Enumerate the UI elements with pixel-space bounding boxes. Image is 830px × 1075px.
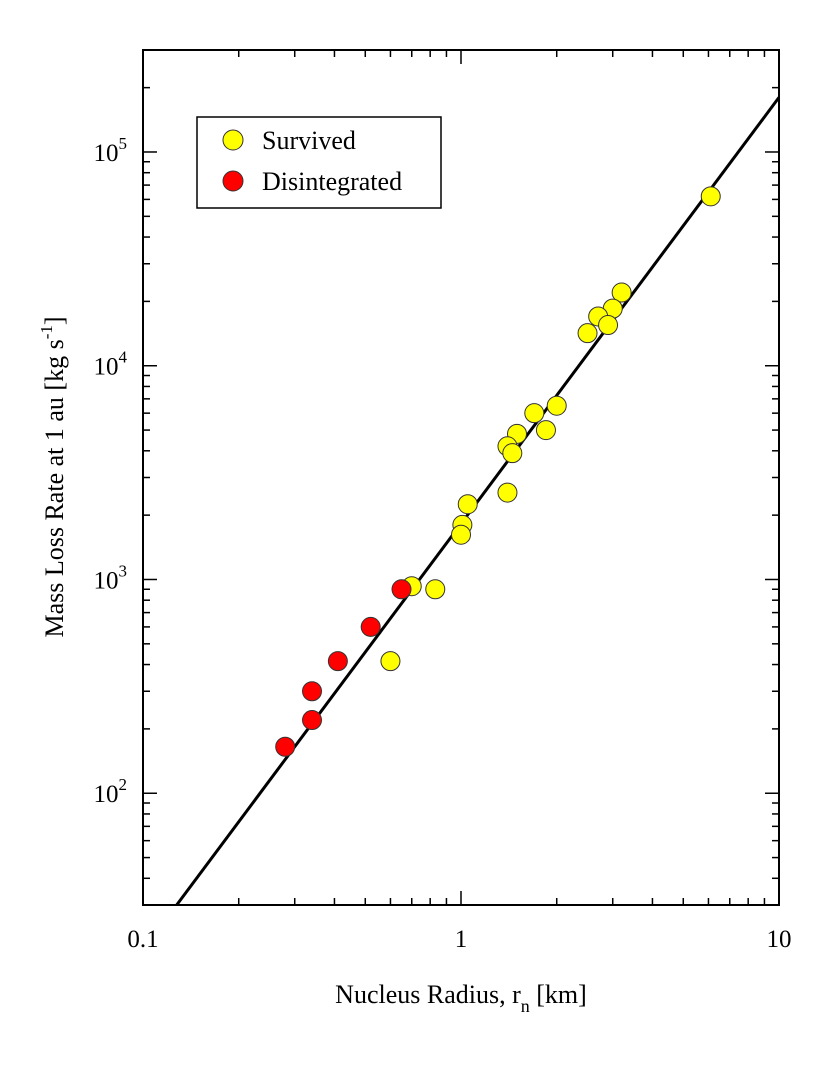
y-tick-label-exponent: 4 [119, 348, 128, 367]
y-tick-label: 102 [94, 775, 128, 808]
x-axis-title-sub: n [521, 996, 530, 1016]
y-tick-label-base: 10 [94, 354, 119, 381]
point-survived [611, 282, 632, 303]
x-tick-label: 0.1 [127, 926, 158, 953]
y-axis-title-end: ] [40, 316, 69, 325]
x-axis-ticks: 0.1 1 10 [127, 50, 792, 953]
point-survived [502, 443, 523, 464]
legend-label-survived: Survived [262, 126, 356, 155]
y-axis-title-sup: -1 [37, 325, 56, 339]
y-tick-label-exponent: 5 [119, 134, 128, 153]
point-survived [497, 482, 518, 503]
y-axis-title-main: Mass Loss Rate at 1 au [kg s [40, 339, 69, 637]
y-tick-label: 105 [94, 134, 128, 167]
point-survived [535, 420, 556, 441]
legend: Survived Disintegrated [196, 116, 442, 209]
x-axis-title: Nucleus Radius, rn [km] [335, 980, 587, 1016]
y-tick-label: 103 [94, 561, 128, 594]
point-survived [700, 186, 721, 207]
point-survived [425, 579, 446, 600]
y-tick-label-exponent: 2 [119, 775, 128, 794]
point-survived [457, 494, 478, 515]
point-survived [524, 403, 545, 424]
y-tick-label-exponent: 3 [119, 561, 128, 580]
y-axis-title: Mass Loss Rate at 1 au [kg s-1] [37, 316, 69, 637]
point-survived [598, 315, 619, 336]
point-disintegrated [391, 579, 412, 600]
y-tick-label-base: 10 [94, 140, 119, 167]
point-disintegrated [302, 710, 323, 731]
y-tick-label-base: 10 [94, 567, 119, 594]
point-survived [380, 651, 401, 672]
point-survived [546, 395, 567, 416]
x-tick-label: 1 [455, 926, 468, 953]
x-axis-title-main: Nucleus Radius, r [335, 980, 521, 1009]
y-tick-label: 104 [94, 348, 128, 381]
point-disintegrated [275, 736, 296, 757]
fit-line-group [175, 96, 779, 905]
point-disintegrated [302, 681, 323, 702]
x-axis-title-unit: [km] [530, 980, 587, 1009]
point-survived [451, 524, 471, 545]
point-survived [577, 323, 598, 344]
legend-marker-disintegrated [222, 170, 244, 192]
data-points [275, 186, 721, 757]
point-disintegrated [360, 616, 381, 637]
x-tick-label: 10 [767, 926, 792, 953]
legend-marker-survived [222, 129, 244, 151]
plot-frame [142, 49, 780, 906]
legend-label-disintegrated: Disintegrated [262, 167, 402, 196]
point-disintegrated [327, 651, 348, 672]
fit-line [175, 96, 779, 905]
y-tick-label-base: 10 [94, 781, 119, 808]
